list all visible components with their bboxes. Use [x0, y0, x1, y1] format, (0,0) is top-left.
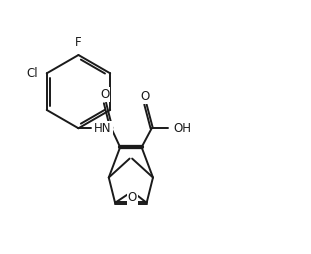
Text: O: O [128, 191, 137, 204]
Text: F: F [75, 36, 82, 49]
Text: O: O [100, 88, 109, 101]
Text: Cl: Cl [26, 67, 38, 80]
Text: O: O [141, 90, 150, 103]
Text: OH: OH [174, 122, 192, 135]
Text: HN: HN [94, 122, 112, 135]
